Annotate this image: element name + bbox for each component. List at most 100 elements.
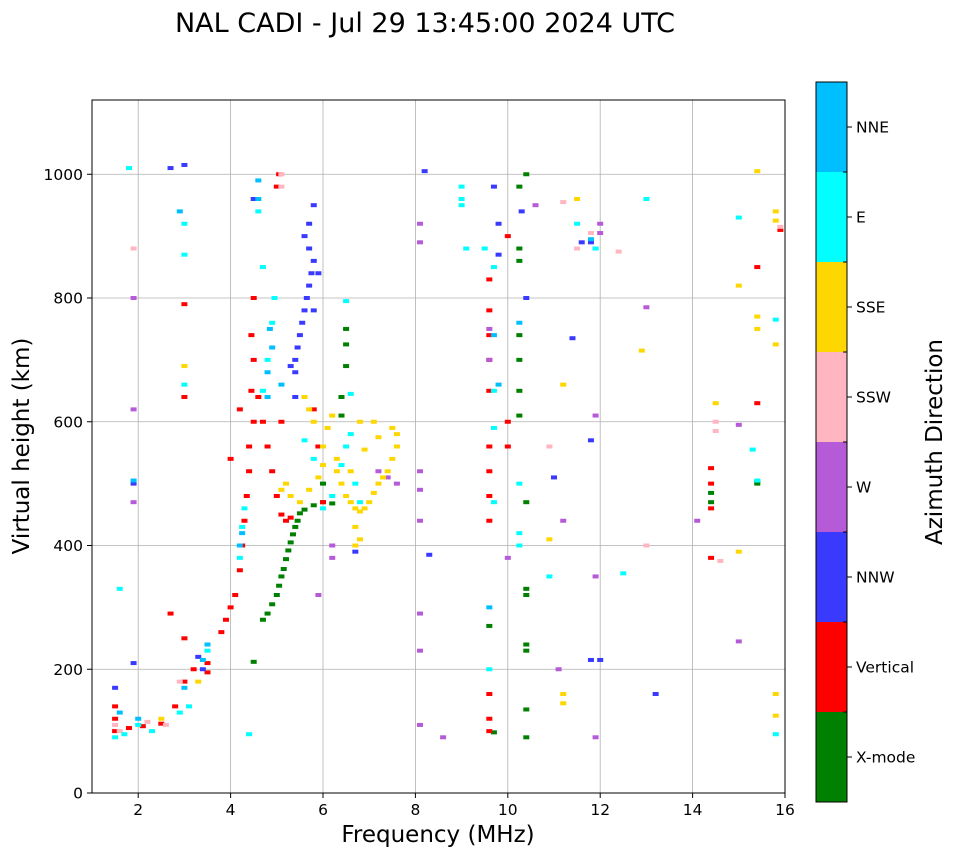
- data-point: [130, 500, 137, 505]
- data-point: [735, 639, 742, 644]
- data-point: [301, 507, 308, 512]
- plot-area: [91, 99, 786, 794]
- data-point: [375, 435, 382, 440]
- data-point: [218, 630, 225, 635]
- data-point: [347, 469, 354, 474]
- series-x-mode: [250, 172, 761, 740]
- data-point: [597, 657, 604, 662]
- data-point: [504, 419, 511, 424]
- data-point: [278, 172, 285, 177]
- data-point: [338, 395, 345, 399]
- x-tick-label: 4: [226, 801, 236, 819]
- data-point: [486, 333, 493, 338]
- colorbar-segment: [816, 442, 847, 532]
- data-point: [333, 456, 340, 461]
- data-point: [112, 685, 119, 690]
- data-point: [273, 494, 280, 498]
- data-point: [366, 500, 373, 505]
- data-point: [754, 401, 761, 406]
- data-point: [292, 357, 299, 362]
- data-point: [310, 419, 317, 424]
- data-point: [264, 370, 271, 375]
- data-point: [338, 463, 345, 468]
- data-point: [181, 395, 188, 399]
- data-point: [296, 500, 303, 505]
- data-point: [523, 735, 530, 740]
- data-point: [393, 444, 400, 449]
- data-point: [546, 444, 553, 449]
- data-point: [289, 532, 296, 537]
- data-point: [516, 357, 523, 362]
- data-point: [504, 444, 511, 449]
- data-point: [264, 395, 271, 399]
- data-point: [587, 657, 594, 662]
- data-point: [516, 258, 523, 263]
- data-point: [486, 692, 493, 696]
- data-point: [490, 333, 497, 338]
- data-point: [352, 481, 359, 486]
- data-point: [574, 221, 581, 226]
- data-point: [246, 732, 253, 737]
- data-point: [516, 531, 523, 536]
- data-point: [301, 234, 308, 239]
- data-point: [278, 184, 285, 189]
- data-point: [735, 422, 742, 427]
- data-point: [486, 277, 493, 282]
- data-point: [306, 407, 313, 412]
- data-point: [343, 342, 350, 347]
- data-point: [352, 543, 359, 548]
- data-point: [278, 487, 285, 492]
- data-point: [287, 540, 294, 545]
- chart-title: NAL CADI - Jul 29 13:45:00 2024 UTC: [175, 8, 675, 39]
- data-point: [749, 447, 756, 452]
- data-point: [246, 444, 253, 449]
- data-point: [338, 413, 345, 418]
- data-point: [375, 469, 382, 474]
- plot-frame: [92, 100, 785, 793]
- data-point: [777, 227, 784, 232]
- data-point: [158, 721, 165, 726]
- data-point: [551, 475, 557, 480]
- data-point: [380, 475, 387, 480]
- data-point: [310, 258, 317, 263]
- data-point: [638, 348, 645, 353]
- data-point: [389, 425, 396, 430]
- data-point: [199, 657, 206, 662]
- data-point: [186, 704, 193, 709]
- y-tick-label: 1000: [44, 166, 83, 184]
- data-point: [287, 364, 294, 369]
- data-point: [162, 722, 169, 727]
- y-axis-label: Virtual height (km): [9, 338, 35, 555]
- data-point: [490, 388, 497, 393]
- data-point: [116, 710, 123, 715]
- data-point: [329, 543, 336, 548]
- data-point: [292, 524, 299, 529]
- data-point: [283, 557, 290, 562]
- data-point: [352, 506, 359, 511]
- data-point: [560, 701, 567, 706]
- data-point: [490, 500, 497, 505]
- data-point: [458, 197, 465, 201]
- data-point: [315, 444, 322, 449]
- series-w: [130, 203, 742, 740]
- data-point: [343, 444, 350, 449]
- y-tick-label: 800: [53, 290, 83, 308]
- data-point: [587, 438, 594, 443]
- data-point: [486, 494, 493, 498]
- data-point: [523, 172, 530, 177]
- data-point: [259, 617, 266, 622]
- data-point: [320, 463, 326, 468]
- data-point: [712, 429, 719, 434]
- data-point: [204, 670, 211, 675]
- data-point: [227, 605, 234, 610]
- colorbar-segment: [816, 532, 847, 622]
- data-point: [181, 162, 188, 167]
- data-point: [417, 469, 424, 474]
- data-point: [315, 593, 322, 597]
- data-point: [116, 729, 123, 734]
- data-point: [236, 555, 243, 560]
- data-point: [276, 583, 283, 588]
- data-point: [296, 333, 303, 338]
- data-point: [490, 265, 497, 270]
- data-point: [370, 419, 377, 424]
